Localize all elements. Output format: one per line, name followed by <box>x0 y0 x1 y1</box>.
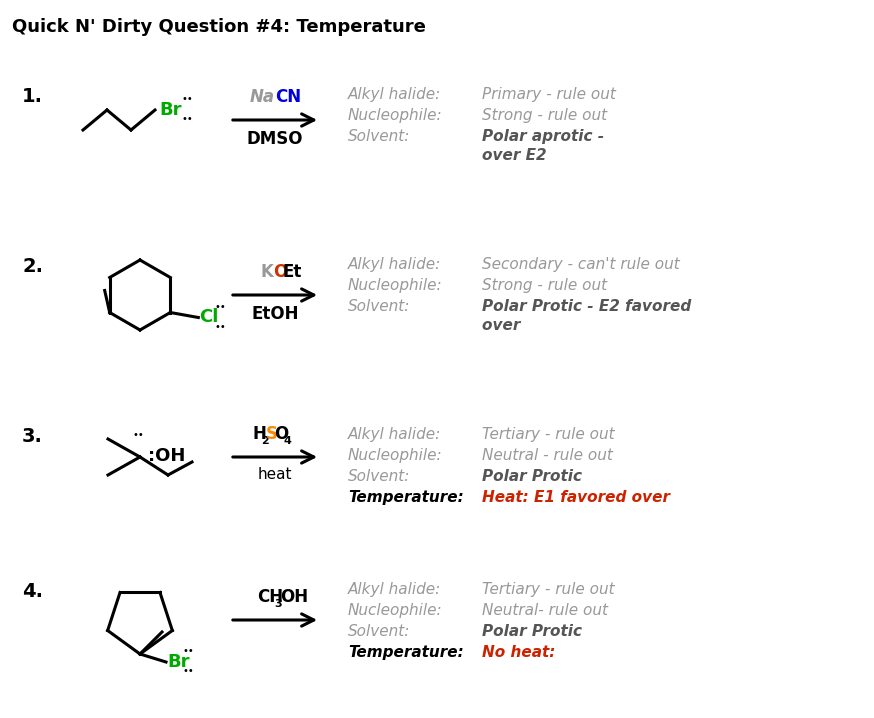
Text: CN: CN <box>275 88 302 106</box>
Text: ••: •• <box>132 430 144 440</box>
Text: ••: •• <box>181 114 193 124</box>
Text: Br: Br <box>159 101 182 119</box>
Text: No heat:: No heat: <box>482 645 560 660</box>
Text: Br: Br <box>167 653 190 671</box>
Text: Polar Protic: Polar Protic <box>482 624 582 639</box>
Text: Solvent:: Solvent: <box>348 299 411 314</box>
Text: 1.: 1. <box>22 87 43 106</box>
Text: 2: 2 <box>261 436 268 446</box>
Text: Strong - rule out: Strong - rule out <box>482 278 612 293</box>
Text: 3.: 3. <box>22 427 43 446</box>
Text: O: O <box>274 425 288 443</box>
Text: Tertiary - rule out: Tertiary - rule out <box>482 582 620 597</box>
Text: Et: Et <box>282 263 302 281</box>
Text: Alkyl halide:: Alkyl halide: <box>348 87 441 102</box>
Text: over: over <box>482 318 525 333</box>
Text: Alkyl halide:: Alkyl halide: <box>348 427 441 442</box>
Text: ••: •• <box>182 666 194 676</box>
Text: Polar Protic - E2 favored: Polar Protic - E2 favored <box>482 299 691 314</box>
Text: :OH: :OH <box>148 447 185 465</box>
Text: heat: heat <box>258 467 292 482</box>
Text: Temperature:: Temperature: <box>348 490 464 505</box>
Text: Neutral- rule out: Neutral- rule out <box>482 603 613 618</box>
Text: ••: •• <box>181 94 193 104</box>
Text: H: H <box>253 425 267 443</box>
Text: Quick N' Dirty Question #4: Temperature: Quick N' Dirty Question #4: Temperature <box>12 18 426 36</box>
Text: Heat: E1 favored over: Heat: E1 favored over <box>482 490 676 505</box>
Text: O: O <box>273 263 288 281</box>
Text: DMSO: DMSO <box>246 130 303 148</box>
Text: EtOH: EtOH <box>251 305 299 323</box>
Text: S: S <box>266 425 278 443</box>
Text: Cl: Cl <box>199 309 218 327</box>
Text: ••: •• <box>214 302 226 312</box>
Text: Neutral - rule out: Neutral - rule out <box>482 448 618 463</box>
Text: 3: 3 <box>274 599 281 609</box>
Text: 4: 4 <box>283 436 291 446</box>
Text: Primary - rule out: Primary - rule out <box>482 87 621 102</box>
Text: Alkyl halide:: Alkyl halide: <box>348 582 441 597</box>
Text: 2.: 2. <box>22 257 43 276</box>
Text: Solvent:: Solvent: <box>348 469 411 484</box>
Text: Nucleophile:: Nucleophile: <box>348 448 442 463</box>
Text: Tertiary - rule out: Tertiary - rule out <box>482 427 620 442</box>
Text: ••: •• <box>182 646 194 656</box>
Text: ••: •• <box>214 322 226 332</box>
Text: 4.: 4. <box>22 582 43 601</box>
Text: Polar Protic: Polar Protic <box>482 469 582 484</box>
Text: K: K <box>260 263 273 281</box>
Text: Temperature:: Temperature: <box>348 645 464 660</box>
Text: Nucleophile:: Nucleophile: <box>348 278 442 293</box>
Text: Nucleophile:: Nucleophile: <box>348 108 442 123</box>
Text: Na: Na <box>250 88 275 106</box>
Text: Polar aprotic -: Polar aprotic - <box>482 129 609 144</box>
Text: Secondary - can't rule out: Secondary - can't rule out <box>482 257 680 272</box>
Text: over E2: over E2 <box>482 148 546 163</box>
Text: OH: OH <box>280 588 309 606</box>
Text: Solvent:: Solvent: <box>348 624 411 639</box>
Text: Alkyl halide:: Alkyl halide: <box>348 257 441 272</box>
Text: CH: CH <box>257 588 283 606</box>
Text: Strong - rule out: Strong - rule out <box>482 108 612 123</box>
Text: Solvent:: Solvent: <box>348 129 411 144</box>
Text: Nucleophile:: Nucleophile: <box>348 603 442 618</box>
